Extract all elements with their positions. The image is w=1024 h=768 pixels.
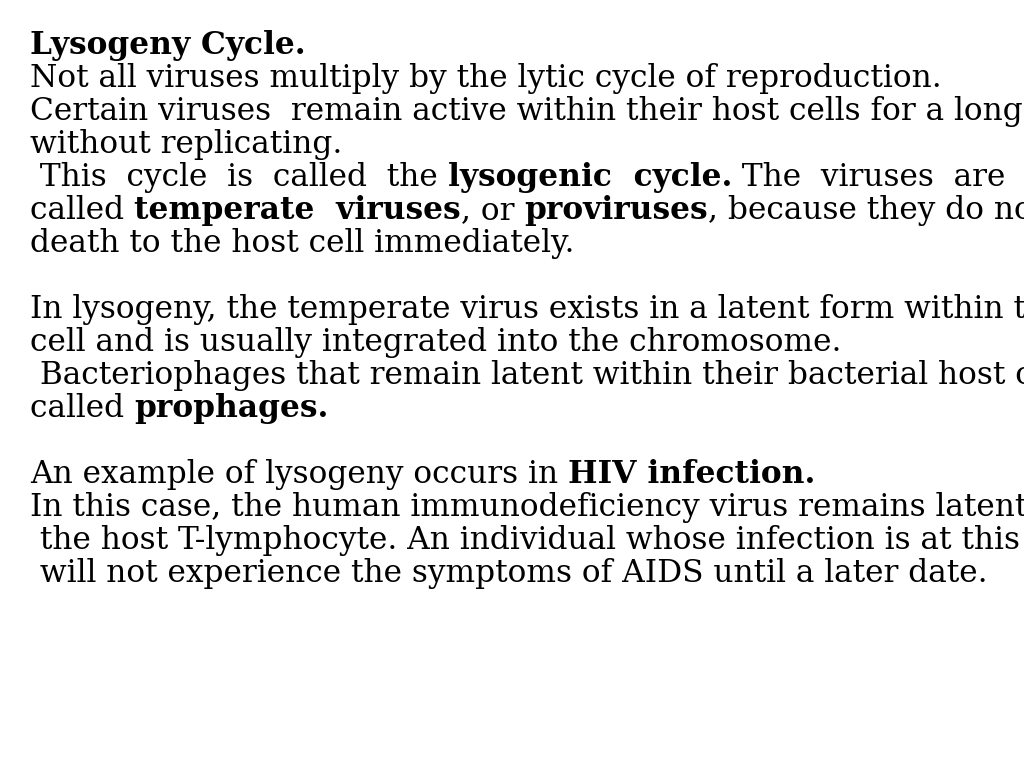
Text: An example of lysogeny occurs in: An example of lysogeny occurs in bbox=[30, 459, 568, 490]
Text: Not all viruses multiply by the lytic cycle of reproduction.: Not all viruses multiply by the lytic cy… bbox=[30, 63, 942, 94]
Text: , because they do not bring: , because they do not bring bbox=[708, 195, 1024, 226]
Text: without replicating.: without replicating. bbox=[30, 129, 342, 160]
Text: called: called bbox=[30, 393, 134, 424]
Text: In this case, the human immunodeficiency virus remains latent within: In this case, the human immunodeficiency… bbox=[30, 492, 1024, 523]
Text: HIV infection.: HIV infection. bbox=[568, 459, 815, 490]
Text: proviruses: proviruses bbox=[524, 195, 708, 226]
Text: temperate  viruses: temperate viruses bbox=[134, 195, 461, 226]
Text: cell and is usually integrated into the chromosome.: cell and is usually integrated into the … bbox=[30, 327, 842, 358]
Text: called: called bbox=[30, 195, 134, 226]
Text: This  cycle  is  called  the: This cycle is called the bbox=[30, 162, 447, 193]
Text: In lysogeny, the temperate virus exists in a latent form within the host: In lysogeny, the temperate virus exists … bbox=[30, 294, 1024, 325]
Text: Bacteriophages that remain latent within their bacterial host cell are: Bacteriophages that remain latent within… bbox=[30, 360, 1024, 391]
Text: , or: , or bbox=[461, 195, 524, 226]
Text: lysogenic  cycle.: lysogenic cycle. bbox=[447, 162, 732, 193]
Text: prophages.: prophages. bbox=[134, 393, 329, 424]
Text: Lysogeny Cycle.: Lysogeny Cycle. bbox=[30, 30, 305, 61]
Text: the host T-lymphocyte. An individual whose infection is at this stage: the host T-lymphocyte. An individual who… bbox=[30, 525, 1024, 556]
Text: The  viruses  are: The viruses are bbox=[732, 162, 1006, 193]
Text: death to the host cell immediately.: death to the host cell immediately. bbox=[30, 228, 574, 259]
Text: Certain viruses  remain active within their host cells for a long period: Certain viruses remain active within the… bbox=[30, 96, 1024, 127]
Text: will not experience the symptoms of AIDS until a later date.: will not experience the symptoms of AIDS… bbox=[30, 558, 987, 589]
